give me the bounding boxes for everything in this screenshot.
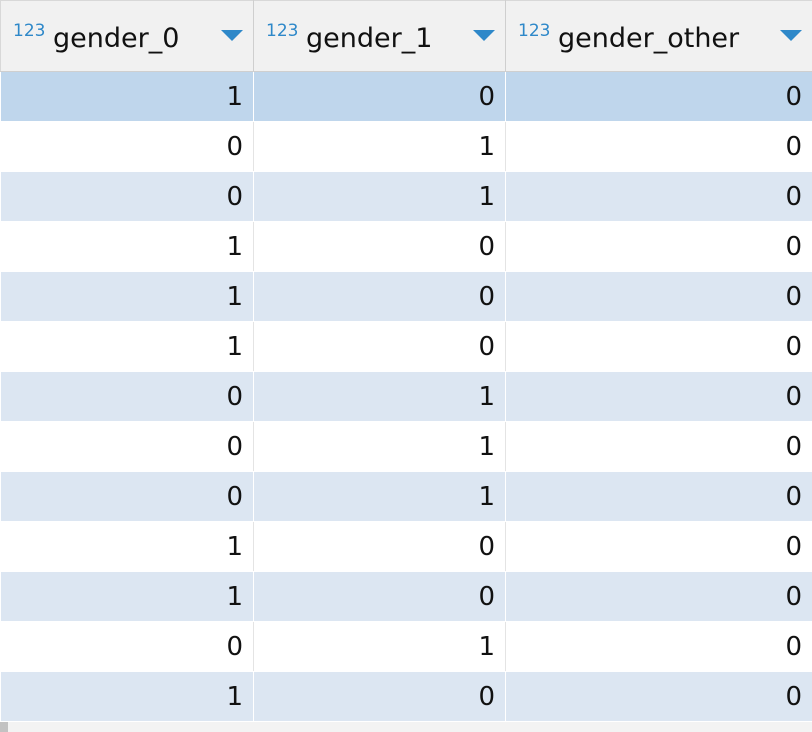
table-cell[interactable]: 0: [505, 121, 812, 172]
table-cell[interactable]: 0: [505, 671, 812, 722]
table-cell[interactable]: 1: [0, 271, 254, 322]
table-cell[interactable]: 0: [505, 571, 812, 622]
table-cell[interactable]: 0: [505, 171, 812, 222]
table-cell[interactable]: 0: [505, 471, 812, 522]
numeric-type-icon: 123: [266, 21, 299, 41]
header-row: 123 gender_0 123 gender_1 123 gend: [0, 0, 812, 72]
table-cell[interactable]: 0: [0, 171, 254, 222]
numeric-type-icon: 123: [13, 21, 46, 41]
table-cell[interactable]: 0: [505, 221, 812, 272]
table-cell[interactable]: 1: [253, 371, 506, 422]
table-cell[interactable]: 1: [0, 71, 254, 122]
table-cell[interactable]: 0: [505, 371, 812, 422]
sort-dropdown-icon[interactable]: [473, 30, 495, 41]
table-cell[interactable]: 0: [505, 521, 812, 572]
table-cell[interactable]: 1: [253, 421, 506, 472]
sort-dropdown-icon[interactable]: [780, 30, 802, 41]
table-cell[interactable]: 0: [253, 221, 506, 272]
table-cell[interactable]: 1: [0, 571, 254, 622]
table-cell[interactable]: 0: [505, 421, 812, 472]
column-header-label: gender_other: [558, 23, 740, 54]
table-cell[interactable]: 0: [253, 71, 506, 122]
table-cell[interactable]: 0: [253, 571, 506, 622]
column-header-gender-0[interactable]: 123 gender_0: [0, 0, 254, 72]
table-cell[interactable]: 1: [0, 221, 254, 272]
table-cell[interactable]: 0: [505, 271, 812, 322]
table-cell[interactable]: 1: [253, 471, 506, 522]
column-header-gender-other[interactable]: 123 gender_other: [505, 0, 812, 72]
table-cell[interactable]: 0: [253, 671, 506, 722]
table-cell[interactable]: 0: [505, 321, 812, 372]
scrollbar-thumb[interactable]: [0, 722, 8, 732]
table-cell[interactable]: 0: [0, 471, 254, 522]
table-cell[interactable]: 1: [253, 121, 506, 172]
numeric-type-icon: 123: [518, 21, 551, 41]
table-cell[interactable]: 0: [505, 71, 812, 122]
table-cell[interactable]: 0: [0, 121, 254, 172]
table-cell[interactable]: 1: [253, 171, 506, 222]
table-cell[interactable]: 1: [0, 321, 254, 372]
horizontal-scrollbar[interactable]: [0, 722, 812, 732]
sort-dropdown-icon[interactable]: [221, 30, 243, 41]
table-cell[interactable]: 0: [0, 371, 254, 422]
table-cell[interactable]: 1: [253, 621, 506, 672]
table-cell[interactable]: 0: [253, 521, 506, 572]
table-cell[interactable]: 0: [253, 321, 506, 372]
table-cell[interactable]: 0: [253, 271, 506, 322]
table-cell[interactable]: 1: [0, 521, 254, 572]
table-cell[interactable]: 0: [0, 421, 254, 472]
column-header-gender-1[interactable]: 123 gender_1: [253, 0, 506, 72]
table-cell[interactable]: 0: [505, 621, 812, 672]
table-cell[interactable]: 1: [0, 671, 254, 722]
table-cell[interactable]: 0: [0, 621, 254, 672]
column-header-label: gender_1: [306, 23, 433, 54]
column-header-label: gender_0: [53, 23, 180, 54]
